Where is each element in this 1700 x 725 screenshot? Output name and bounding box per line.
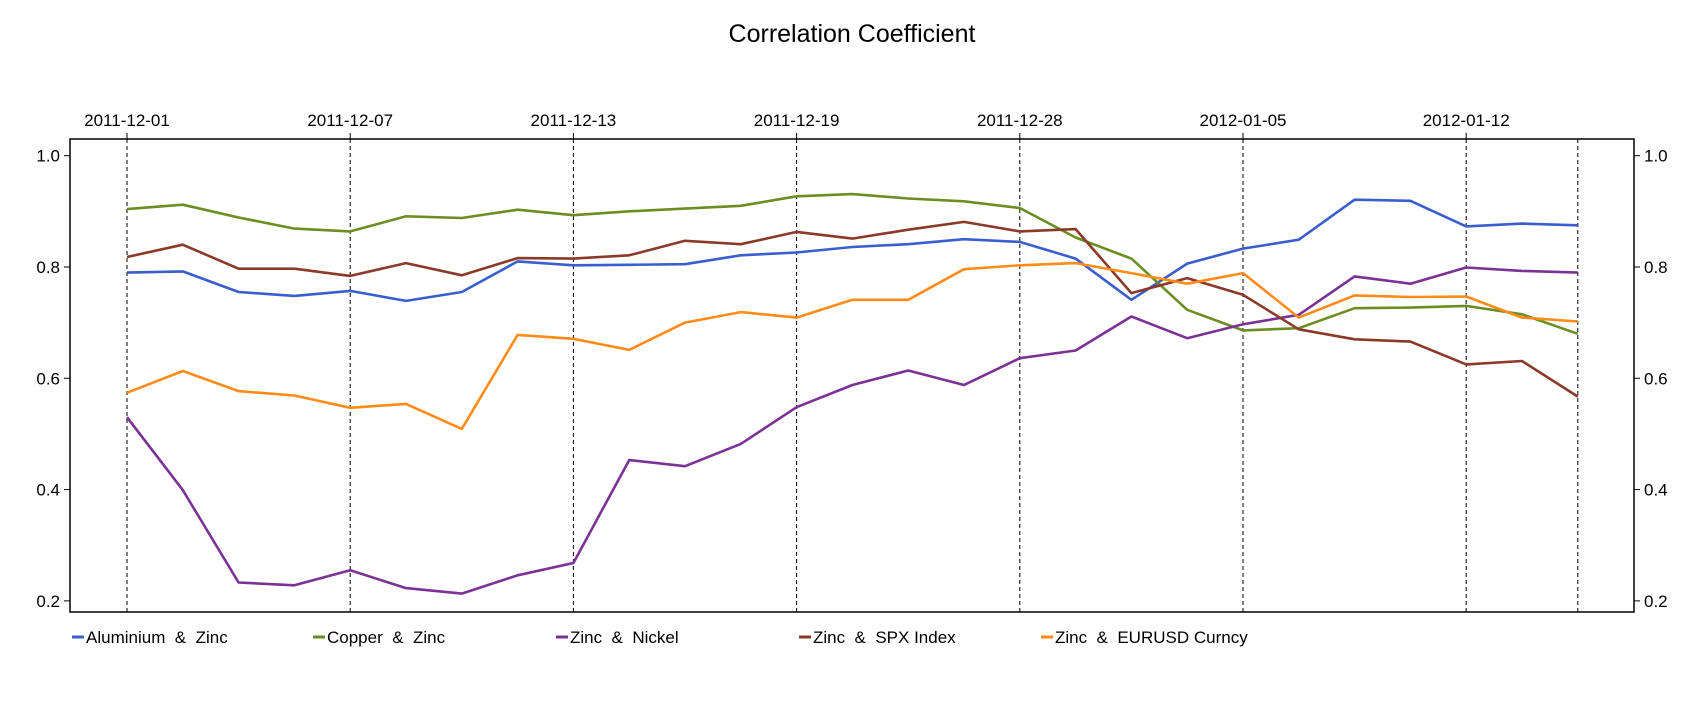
legend-label: Zinc & Nickel xyxy=(570,628,679,647)
series-line xyxy=(126,192,1579,336)
y-tick-label-left: 0.4 xyxy=(36,481,60,500)
y-tick-label-right: 0.2 xyxy=(1644,592,1668,611)
y-tick-label-left: 1.0 xyxy=(36,147,60,166)
top-tick-label: 2012-01-12 xyxy=(1423,111,1510,130)
y-tick-label-right: 1.0 xyxy=(1644,147,1668,166)
axis-ticks: 2011-12-01 2011-12-07 2011-12-13 2011-12-19… xyxy=(36,111,1667,611)
top-tick-label: 2011-12-13 xyxy=(531,111,617,130)
series-line xyxy=(126,220,1579,398)
legend-label: Zinc & EURUSD Curncy xyxy=(1055,628,1248,647)
series-line xyxy=(126,261,1578,431)
legend-label: Copper & Zinc xyxy=(327,628,446,647)
series-line xyxy=(126,198,1578,303)
top-tick-label: 2011-12-01 xyxy=(84,111,170,130)
top-tick-label: 2011-12-19 xyxy=(754,111,840,130)
top-tick-label: 2011-12-07 xyxy=(307,111,393,130)
y-tick-label-left: 0.6 xyxy=(36,369,60,388)
y-tick-label-left: 0.2 xyxy=(36,592,60,611)
series-lines xyxy=(125,192,1579,595)
y-tick-label-right: 0.8 xyxy=(1644,258,1668,277)
y-tick-label-left: 0.8 xyxy=(36,258,60,277)
legend-label: Aluminium & Zinc xyxy=(86,628,228,647)
date-gridlines xyxy=(126,139,1579,612)
series-line xyxy=(125,266,1578,595)
legend: Aluminium & Zinc Copper & Zinc Zinc & Nick… xyxy=(72,628,1248,647)
legend-label: Zinc & SPX Index xyxy=(813,628,956,647)
top-tick-label: 2011-12-28 xyxy=(977,111,1063,130)
plot-frame xyxy=(69,138,1635,613)
chart-title: Correlation Coefficient xyxy=(729,20,976,48)
y-tick-label-right: 0.4 xyxy=(1644,481,1668,500)
y-tick-label-right: 0.6 xyxy=(1644,369,1668,388)
top-tick-label: 2012-01-05 xyxy=(1200,111,1287,130)
